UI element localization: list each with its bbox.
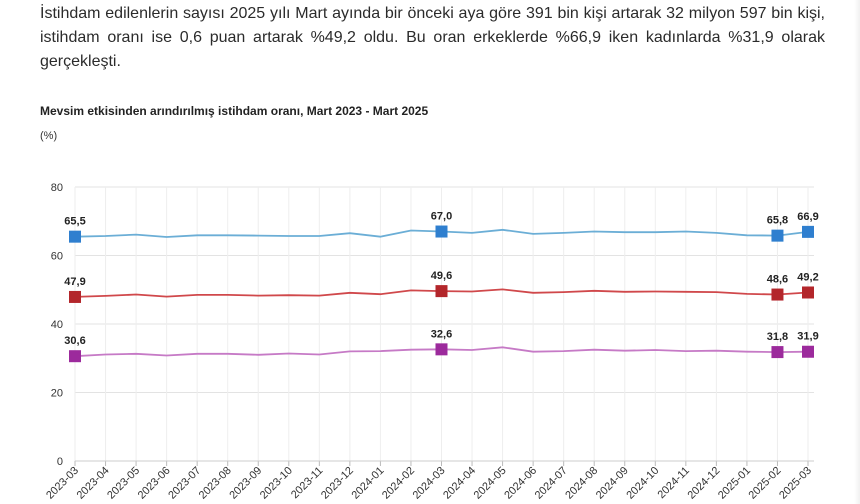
x-tick-label: 2023-03 — [44, 465, 81, 502]
x-tick-label: 2023-08 — [197, 465, 234, 502]
page-edge-decoration — [854, 0, 860, 504]
x-tick-label: 2023-09 — [227, 465, 264, 502]
y-tick-label: 40 — [51, 319, 63, 331]
data-point-marker — [802, 345, 814, 358]
x-tick-label: 2024-10 — [624, 465, 661, 502]
x-tick-label: 2023-12 — [319, 465, 356, 502]
data-label: 65,8 — [767, 215, 788, 227]
data-label: 48,6 — [767, 274, 788, 286]
data-point-marker — [435, 225, 448, 238]
data-point-marker — [435, 285, 448, 298]
y-tick-label: 0 — [57, 456, 63, 468]
x-tick-label: 2024-11 — [655, 465, 691, 501]
data-label: 65,5 — [64, 216, 85, 228]
data-point-marker — [802, 225, 814, 238]
data-label: 32,6 — [431, 328, 452, 340]
data-label: 49,6 — [431, 270, 452, 282]
x-tick-label: 2024-01 — [350, 465, 387, 502]
intro-paragraph: İstihdam edilenlerin sayısı 2025 yılı Ma… — [40, 5, 825, 70]
x-tick-label: 2023-11 — [289, 465, 325, 501]
x-tick-label: 2025-03 — [777, 465, 814, 502]
x-tick-label: 2024-06 — [502, 465, 539, 502]
x-tick-label: 2023-10 — [258, 465, 295, 502]
data-point-marker — [69, 350, 81, 363]
x-tick-label: 2024-12 — [685, 465, 722, 502]
data-point-marker — [69, 290, 81, 303]
y-tick-label: 80 — [51, 182, 63, 194]
x-tick-label: 2024-04 — [441, 465, 478, 502]
x-tick-label: 2024-09 — [594, 465, 631, 502]
data-label: 67,0 — [431, 211, 452, 223]
x-tick-label: 2024-08 — [563, 465, 600, 502]
data-point-marker — [771, 229, 784, 242]
x-tick-label: 2023-05 — [105, 465, 142, 502]
y-tick-label: 20 — [51, 388, 63, 400]
x-tick-label: 2024-03 — [411, 465, 448, 502]
x-tick-label: 2024-07 — [533, 465, 570, 502]
data-label: 49,2 — [797, 271, 818, 283]
data-point-marker — [69, 230, 81, 243]
data-label: 31,8 — [767, 331, 788, 343]
x-tick-label: 2023-07 — [166, 465, 203, 502]
x-tick-label: 2025-02 — [747, 465, 784, 502]
x-tick-label: 2023-06 — [136, 465, 173, 502]
x-tick-label: 2023-04 — [75, 465, 112, 502]
data-label: 47,9 — [64, 276, 85, 288]
y-tick-label: 60 — [51, 251, 63, 263]
data-point-marker — [435, 343, 448, 356]
data-label: 30,6 — [64, 335, 85, 347]
x-tick-label: 2024-05 — [472, 465, 509, 502]
data-point-marker — [771, 288, 784, 301]
chart-title: Mevsim etkisinden arındırılmış istihdam … — [40, 104, 429, 118]
data-label: 31,9 — [797, 331, 818, 343]
data-label: 66,9 — [797, 211, 818, 223]
x-tick-label: 2025-01 — [716, 465, 753, 502]
data-point-marker — [771, 346, 784, 359]
y-axis-unit: (%) — [40, 130, 58, 142]
x-tick-label: 2024-02 — [380, 465, 417, 502]
data-point-marker — [802, 286, 814, 299]
